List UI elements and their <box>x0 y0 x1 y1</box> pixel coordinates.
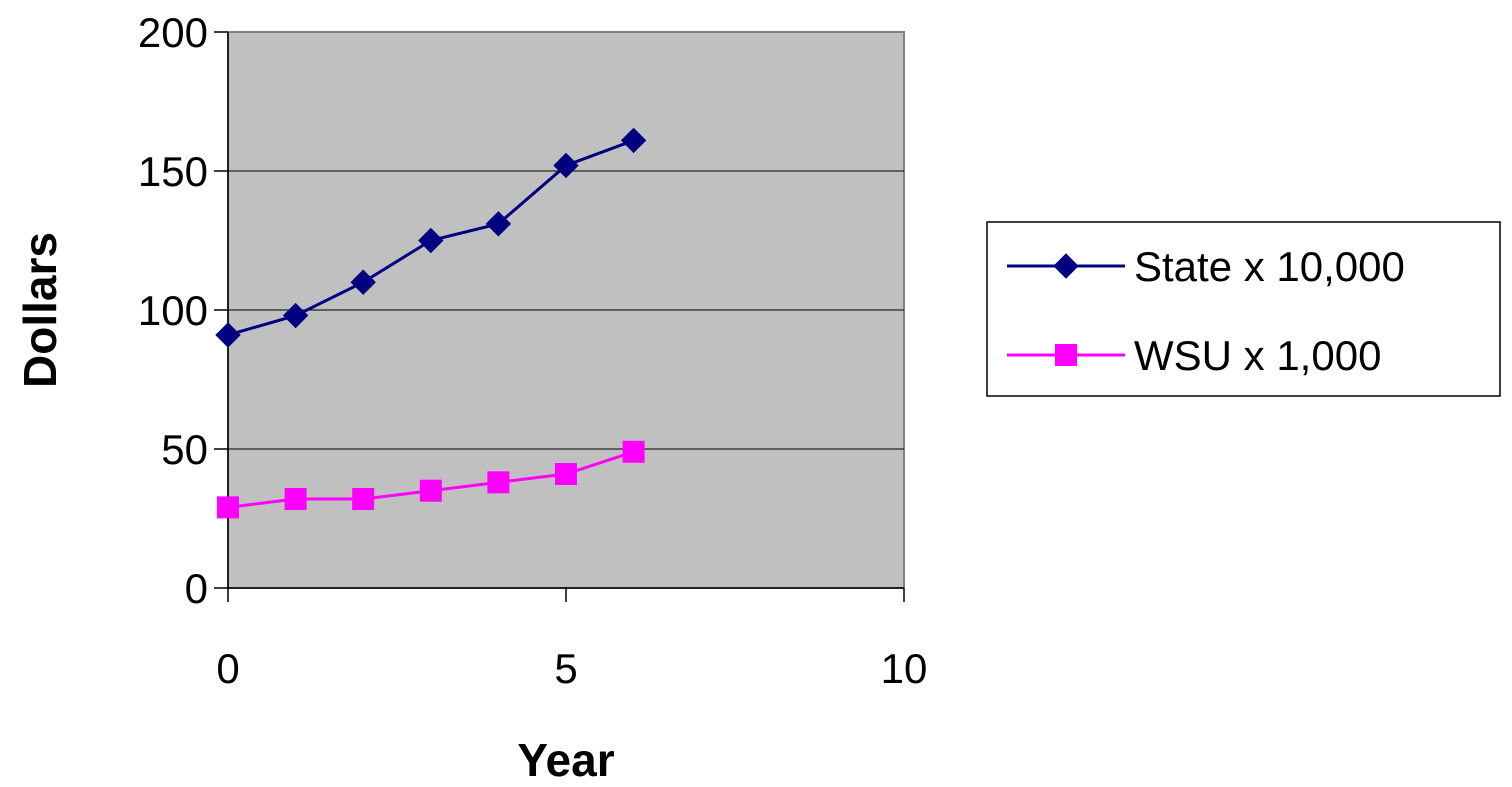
y-tick-label: 200 <box>138 9 208 56</box>
data-point <box>282 302 309 329</box>
y-tick-label: 50 <box>161 426 208 473</box>
x-tick-label: 5 <box>554 645 577 692</box>
data-point <box>622 440 645 463</box>
series-layer <box>215 127 647 519</box>
series-2 <box>217 440 645 519</box>
data-point <box>485 211 512 237</box>
data-point <box>284 488 307 511</box>
legend-label: WSU x 1,000 <box>1134 332 1381 379</box>
legend-marker <box>1055 344 1077 366</box>
data-point <box>553 152 579 179</box>
data-point <box>620 127 647 154</box>
y-axis-title: Dollars <box>14 232 66 388</box>
data-point <box>419 479 442 502</box>
series-1 <box>215 127 647 348</box>
data-point <box>418 227 444 254</box>
legend-box <box>986 221 1501 397</box>
data-point <box>215 322 241 348</box>
y-axis-ticks: 0 50 100 150 200 <box>138 9 228 612</box>
legend-entries: State x 10,000 WSU x 1,000 <box>1007 243 1405 379</box>
legend: State x 10,000 WSU x 1,000 <box>986 221 1501 397</box>
y-tick-label: 100 <box>138 287 208 334</box>
y-tick-label: 150 <box>138 148 208 195</box>
legend-entry-1: State x 10,000 <box>1007 243 1405 290</box>
legend-label: State x 10,000 <box>1134 243 1405 290</box>
data-point <box>350 269 376 295</box>
data-point <box>555 463 577 486</box>
data-point <box>487 471 510 494</box>
y-tick-label: 0 <box>185 565 208 612</box>
legend-entry-2: WSU x 1,000 <box>1007 332 1381 379</box>
x-axis-ticks: 0 5 10 <box>216 588 927 692</box>
x-axis-title: Year <box>517 734 614 782</box>
x-tick-label: 0 <box>216 645 239 692</box>
data-point <box>352 488 375 511</box>
legend-marker <box>1053 253 1079 279</box>
data-point <box>217 496 239 519</box>
x-tick-label: 10 <box>881 645 928 692</box>
